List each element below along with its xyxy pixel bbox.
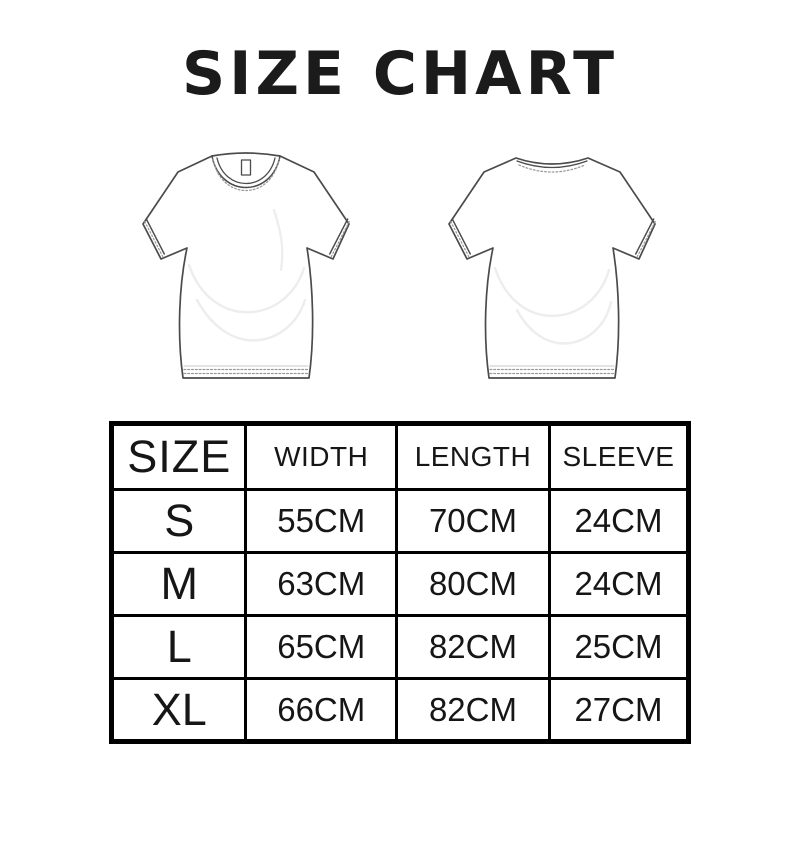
table-row: S 55CM 70CM 24CM: [109, 488, 691, 554]
back-right-sleeve-hem: [635, 218, 655, 255]
table-row: L 65CM 82CM 25CM: [109, 614, 691, 680]
front-collar-inner: [216, 157, 276, 184]
sleeve-value: 25CM: [547, 614, 691, 680]
size-label: M: [109, 551, 248, 617]
size-chart-table: SIZE WIDTH LENGTH SLEEVE S 55CM 70CM 24C…: [109, 421, 691, 744]
width-value: 55CM: [244, 488, 399, 554]
tshirt-back-icon: [448, 157, 656, 379]
front-shading-arc: [195, 298, 307, 342]
back-collar-stitch: [518, 164, 586, 173]
page-title: SIZE CHART: [181, 39, 619, 109]
front-collar-outer: [211, 155, 281, 189]
size-label: L: [109, 614, 248, 680]
table-row: XL 66CM 82CM 27CM: [109, 677, 691, 743]
length-value: 80CM: [395, 551, 551, 617]
sleeve-value: 24CM: [547, 488, 691, 554]
length-value: 82CM: [395, 677, 551, 743]
table-header-row: SIZE WIDTH LENGTH SLEEVE: [109, 422, 691, 491]
front-body-outline: [142, 152, 350, 379]
back-right-sleeve-stitch: [636, 220, 656, 258]
length-value: 70CM: [395, 488, 551, 554]
back-shading-arc: [515, 300, 613, 345]
front-neck-tag: [240, 159, 252, 176]
front-shading-arc: [187, 263, 306, 314]
back-collar-band: [516, 160, 588, 169]
front-right-sleeve-hem: [329, 218, 349, 255]
table-row: M 63CM 80CM 24CM: [109, 551, 691, 617]
back-shading-arc: [493, 266, 611, 317]
front-left-sleeve-hem: [145, 218, 165, 255]
size-label: S: [109, 488, 248, 554]
width-value: 66CM: [244, 677, 399, 743]
size-label: XL: [109, 677, 248, 743]
back-body-outline: [448, 157, 656, 379]
column-header-sleeve: SLEEVE: [547, 422, 691, 491]
front-collar-stitch: [212, 158, 280, 192]
tshirt-illustrations-row: [0, 150, 800, 385]
column-header-width: WIDTH: [244, 422, 399, 491]
sleeve-value: 27CM: [547, 677, 691, 743]
back-left-sleeve-hem: [451, 218, 471, 255]
column-header-length: LENGTH: [395, 422, 551, 491]
length-value: 82CM: [395, 614, 551, 680]
front-right-sleeve-stitch: [330, 220, 350, 258]
back-left-sleeve-stitch: [450, 220, 470, 258]
front-shading-arc: [272, 208, 284, 272]
width-value: 63CM: [244, 551, 399, 617]
sleeve-value: 24CM: [547, 551, 691, 617]
front-left-sleeve-stitch: [144, 220, 164, 258]
column-header-size: SIZE: [109, 422, 248, 491]
width-value: 65CM: [244, 614, 399, 680]
tshirt-front-icon: [142, 152, 350, 379]
